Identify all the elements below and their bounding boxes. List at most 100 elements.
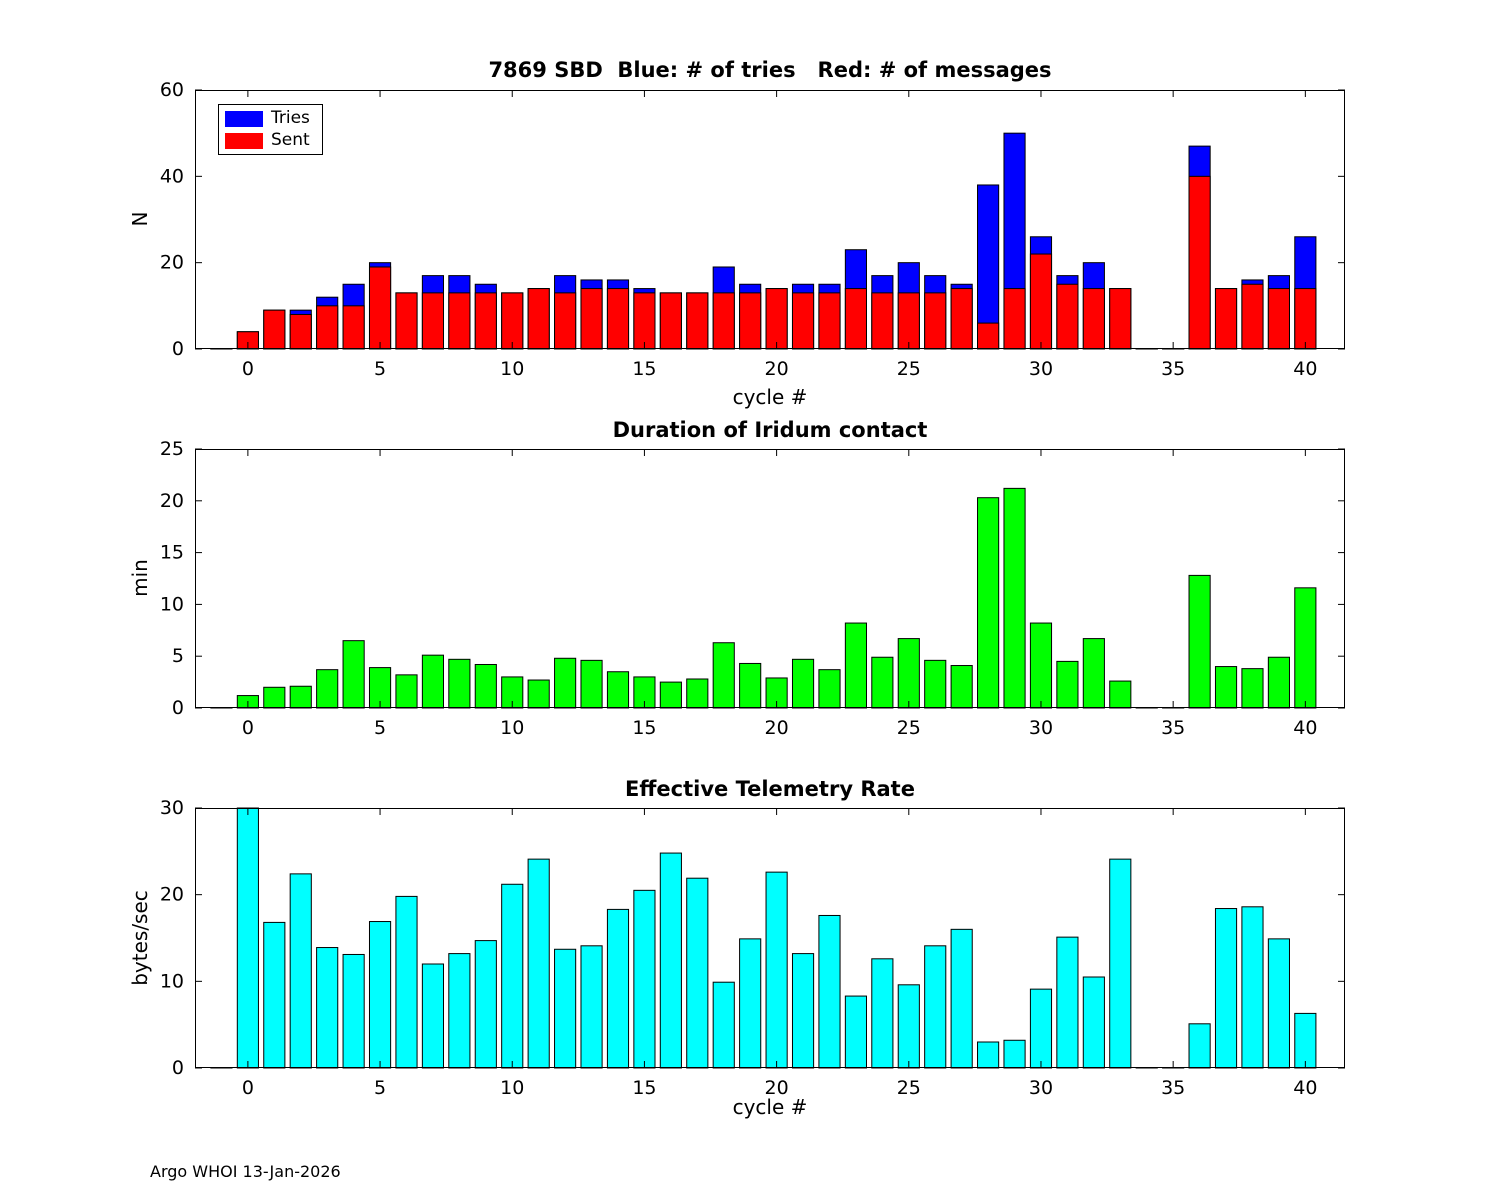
bar <box>1267 656 1290 709</box>
bar <box>1109 858 1132 1069</box>
bar <box>342 305 365 350</box>
bar <box>554 948 577 1069</box>
y-tick-label: 20 <box>160 884 184 906</box>
bar <box>421 292 445 350</box>
chart2-title: Duration of Iridum contact <box>612 418 928 442</box>
y-tick-label: 20 <box>160 490 184 512</box>
bar <box>448 292 471 350</box>
bar <box>686 877 709 1069</box>
legend-item-tries: Tries <box>225 110 310 127</box>
bar <box>1082 638 1105 709</box>
bar <box>844 288 867 350</box>
chart3-xlabel: cycle # <box>732 1095 808 1119</box>
bar <box>448 658 471 709</box>
x-tick-label: 40 <box>1293 717 1317 739</box>
bar <box>1003 288 1026 350</box>
bar <box>395 292 418 350</box>
bar <box>659 292 682 350</box>
bar <box>659 681 682 709</box>
x-tick-label: 35 <box>1161 717 1185 739</box>
bar <box>1188 1023 1211 1069</box>
y-tick-label: 0 <box>172 338 184 360</box>
bar <box>712 642 735 709</box>
bar <box>316 305 339 350</box>
bar <box>474 292 497 350</box>
bar <box>606 288 630 350</box>
bar <box>316 669 339 709</box>
x-tick-label: 5 <box>374 1077 386 1099</box>
bar <box>765 871 788 1069</box>
legend-label-sent: Sent <box>271 130 310 150</box>
bar <box>1214 288 1238 350</box>
bar <box>950 288 973 350</box>
x-tick-label: 0 <box>242 358 254 380</box>
bar <box>263 686 286 709</box>
bar <box>1294 288 1317 350</box>
bar <box>871 656 894 709</box>
y-tick-label: 15 <box>160 542 184 564</box>
bar <box>289 313 312 350</box>
bar <box>1003 487 1026 709</box>
bar <box>580 945 603 1069</box>
bar <box>712 292 735 350</box>
chart3-plot-area: 0 5 10 15 20 25 30 35 40 0 10 20 30 <box>160 797 1345 1099</box>
x-tick-label: 15 <box>632 1077 656 1099</box>
y-tick-label: 20 <box>160 252 184 274</box>
bar <box>368 921 392 1069</box>
bar <box>606 671 630 709</box>
x-tick-label: 25 <box>897 717 921 739</box>
bar <box>924 292 947 350</box>
bar <box>1056 660 1079 709</box>
x-tick-label: 5 <box>374 717 386 739</box>
bar <box>263 921 286 1069</box>
bar <box>791 658 815 709</box>
x-tick-label: 15 <box>632 717 656 739</box>
chart2-plot-area: 0 5 10 15 20 25 30 35 40 0 5 10 15 20 25 <box>160 438 1345 739</box>
x-tick-label: 20 <box>765 717 789 739</box>
x-tick-label: 30 <box>1029 717 1053 739</box>
legend: Tries Sent <box>218 104 323 155</box>
sent-color-swatch <box>225 132 263 149</box>
bar <box>897 292 920 350</box>
bar <box>395 895 418 1069</box>
bar <box>924 659 947 709</box>
x-tick-label: 35 <box>1161 358 1185 380</box>
bar <box>659 852 682 1069</box>
bar <box>739 938 762 1069</box>
bar <box>977 1041 1000 1069</box>
chart3-ylabel: bytes/sec <box>128 890 152 986</box>
bar <box>871 292 894 350</box>
bar <box>950 665 973 709</box>
bar <box>686 678 709 709</box>
bar <box>686 292 709 350</box>
x-tick-label: 20 <box>765 1077 789 1099</box>
bar <box>342 640 365 709</box>
chart1-plot-area: 0 5 10 15 20 25 30 35 40 0 20 40 60 <box>160 79 1345 380</box>
legend-label-tries: Tries <box>271 108 310 128</box>
x-tick-label: 40 <box>1293 1077 1317 1099</box>
x-tick-label: 10 <box>500 358 524 380</box>
bar <box>1029 988 1053 1069</box>
x-tick-label: 40 <box>1293 358 1317 380</box>
bar <box>606 908 630 1069</box>
bar <box>1188 175 1211 350</box>
bar <box>1241 668 1264 709</box>
bar <box>1082 976 1105 1069</box>
bar <box>501 883 524 1069</box>
bar <box>421 963 445 1069</box>
bar <box>765 288 788 350</box>
x-tick-label: 30 <box>1029 358 1053 380</box>
bar <box>316 947 339 1069</box>
bar <box>236 807 259 1069</box>
tries-color-swatch <box>225 110 263 127</box>
x-tick-label: 10 <box>500 1077 524 1099</box>
bar <box>421 654 445 709</box>
bar <box>474 663 497 709</box>
chart1-title: 7869 SBD Blue: # of tries Red: # of mess… <box>488 58 1052 82</box>
bar <box>580 659 603 709</box>
bar <box>1082 288 1105 350</box>
x-tick-label: 5 <box>374 358 386 380</box>
bar <box>1003 1039 1026 1069</box>
bar <box>844 622 867 709</box>
x-tick-label: 10 <box>500 717 524 739</box>
